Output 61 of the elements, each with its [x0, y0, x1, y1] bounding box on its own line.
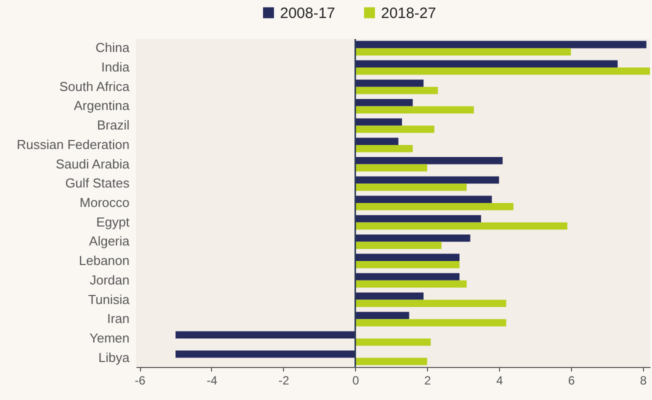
bar — [355, 60, 618, 68]
x-tick-label: -6 — [134, 374, 146, 388]
y-tick-label: Morocco — [80, 195, 130, 210]
bar — [176, 350, 356, 358]
bar — [355, 184, 467, 191]
bar — [355, 242, 442, 249]
y-tick-label: Libya — [98, 350, 130, 365]
bar — [355, 68, 650, 75]
bar — [355, 273, 460, 280]
bar — [355, 48, 571, 56]
y-tick-label: India — [101, 60, 130, 75]
y-tick-label: Iran — [107, 311, 130, 326]
bar — [355, 261, 460, 268]
bar — [355, 215, 482, 222]
bar — [355, 203, 514, 210]
y-tick-label: Saudi Arabia — [56, 156, 130, 172]
x-tick-label: 4 — [496, 374, 504, 388]
legend-label: 2008-17 — [280, 4, 336, 22]
x-tick-label: 0 — [352, 374, 360, 388]
x-tick-label: 6 — [568, 374, 576, 388]
bar — [355, 118, 402, 126]
legend-label: 2018-27 — [381, 4, 436, 22]
bar — [355, 319, 506, 326]
bar — [355, 86, 438, 94]
bar — [355, 106, 474, 114]
bar — [355, 40, 646, 48]
bar — [355, 300, 506, 308]
bar — [355, 176, 500, 184]
bar — [355, 280, 467, 288]
x-tick-label: 2 — [424, 374, 432, 388]
y-tick-label: Jordan — [90, 272, 130, 288]
y-tick-label: Brazil — [96, 118, 130, 133]
x-tick-label: 8 — [640, 374, 647, 388]
bar — [355, 157, 503, 164]
y-tick-label: China — [96, 40, 130, 56]
bar — [355, 126, 434, 133]
bar — [355, 358, 428, 366]
bar — [355, 222, 568, 230]
y-tick-label: Russian Federation — [16, 136, 130, 152]
y-tick-label: Argentina — [74, 98, 130, 114]
x-tick-label: -2 — [278, 374, 290, 388]
x-tick-label: -4 — [206, 374, 218, 388]
y-tick-label: Yemen — [90, 330, 130, 346]
bar — [355, 196, 492, 203]
y-tick-label: Egypt — [96, 214, 130, 230]
bar — [176, 331, 356, 338]
bar — [355, 144, 413, 152]
bar — [355, 254, 460, 262]
bar — [355, 80, 424, 87]
bar — [355, 98, 413, 106]
y-tick-label: Lebanon — [78, 253, 130, 268]
bar — [355, 138, 398, 145]
y-tick-label: Tunisia — [88, 292, 130, 307]
bar — [355, 234, 470, 242]
bar — [355, 292, 424, 300]
bar — [355, 338, 431, 346]
y-tick-label: Algeria — [89, 234, 130, 249]
y-tick-label: Gulf States — [65, 176, 130, 191]
bar — [355, 312, 410, 320]
y-tick-label: South Africa — [59, 78, 130, 94]
bar — [355, 164, 428, 172]
